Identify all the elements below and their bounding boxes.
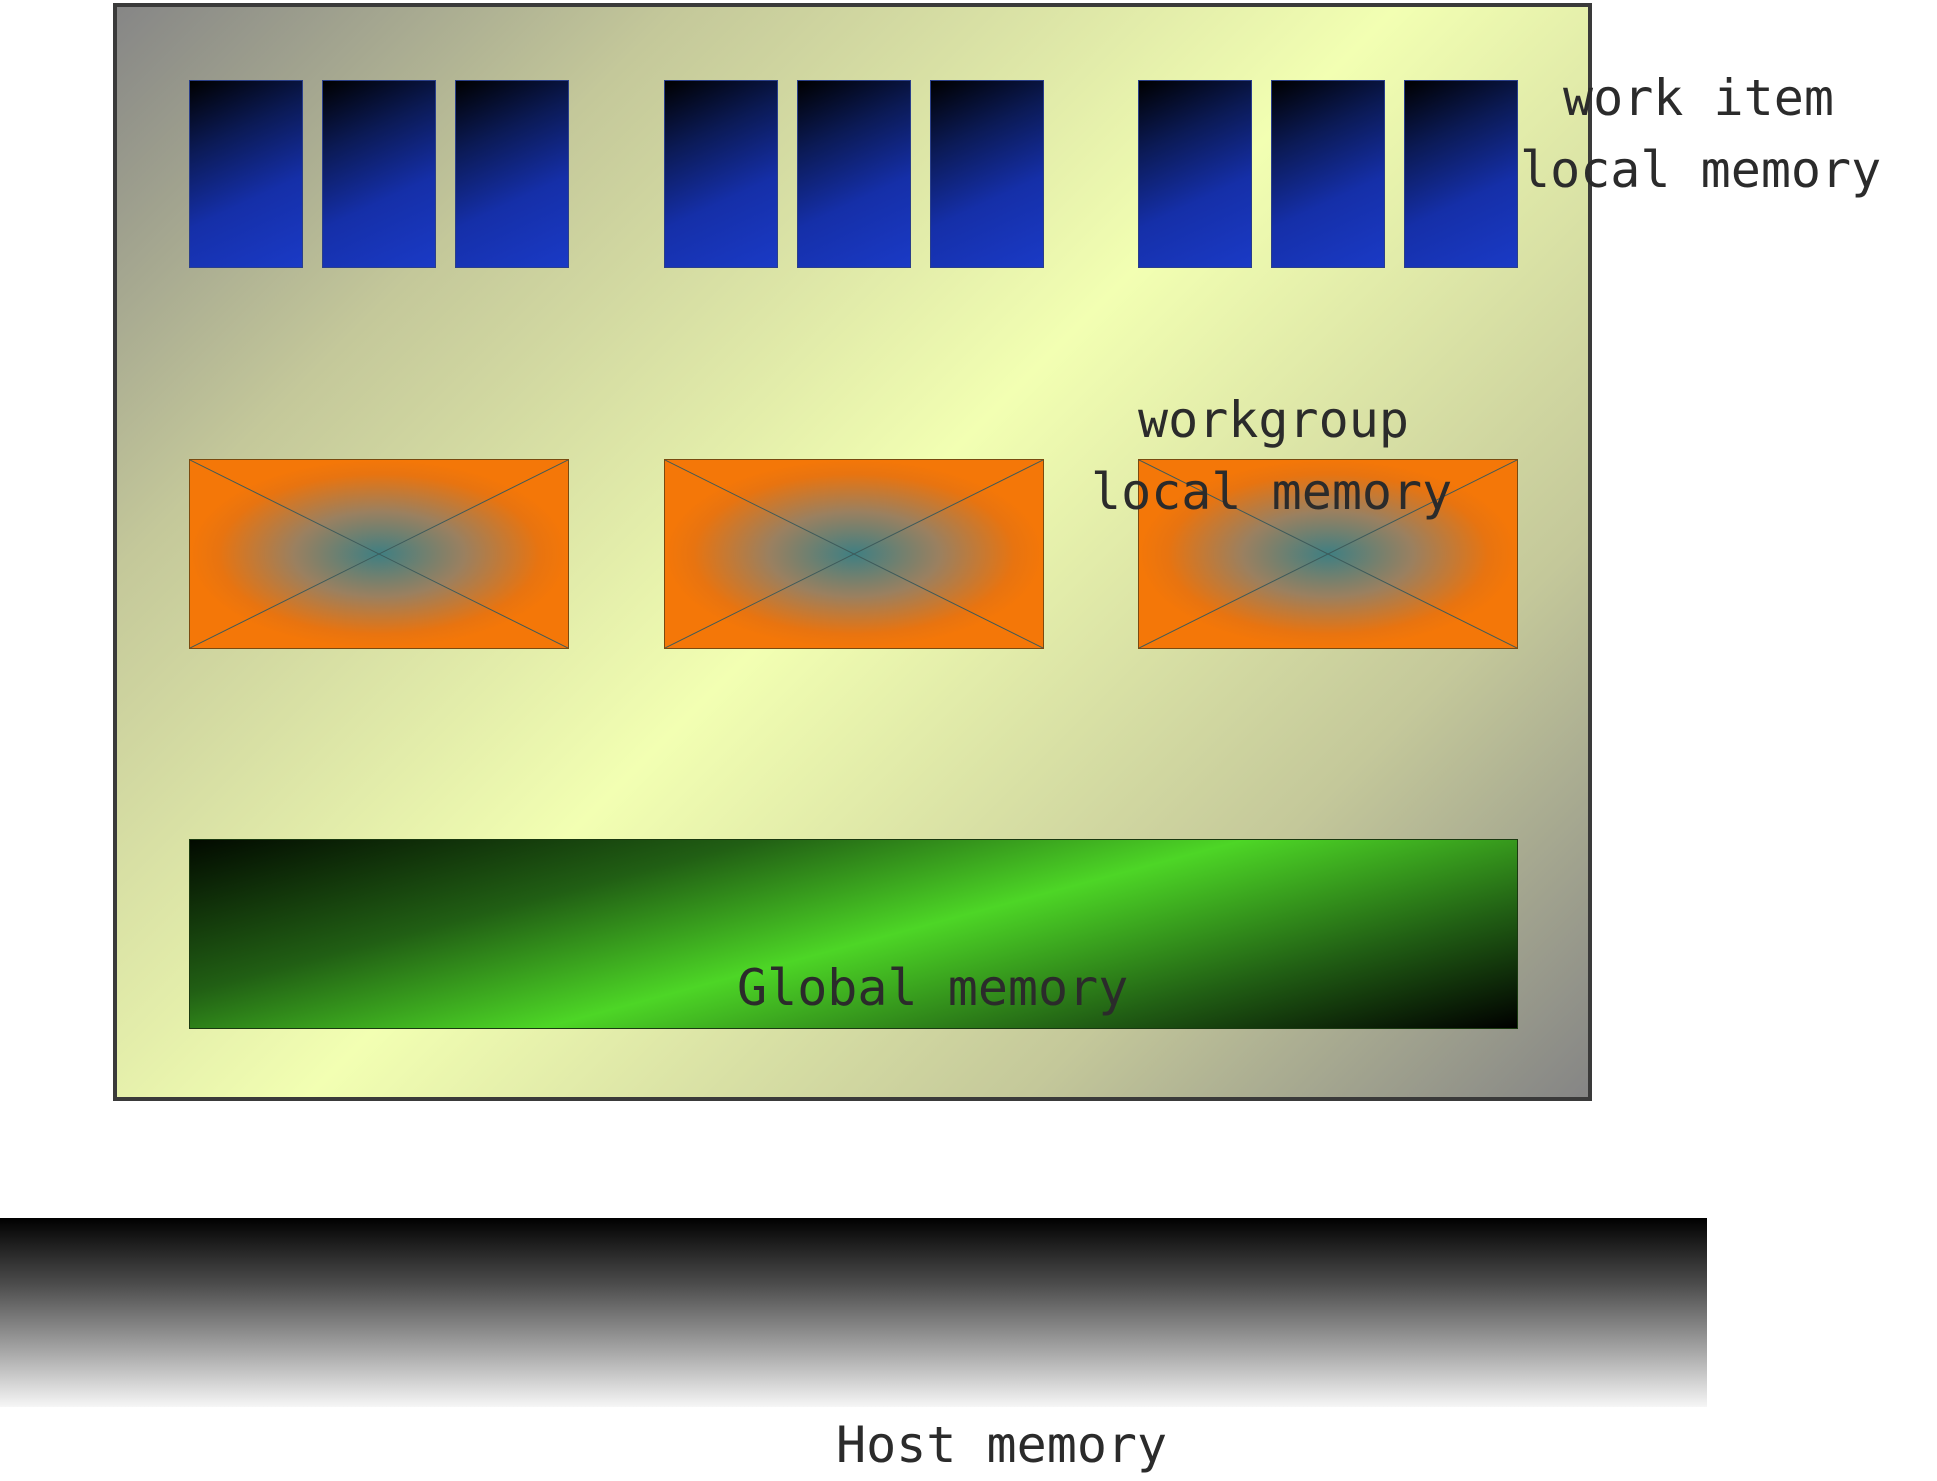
work-item-memory-block bbox=[1138, 80, 1252, 268]
workgroup-label: workgroup bbox=[1138, 391, 1409, 449]
work-item-memory-block bbox=[930, 80, 1044, 268]
work-item-memory-block bbox=[189, 80, 303, 268]
workgroup-local-memory-block bbox=[189, 459, 569, 649]
host-memory-block bbox=[0, 1218, 1707, 1407]
cross-lines-icon bbox=[665, 460, 1043, 648]
workgroup-local-memory-block bbox=[664, 459, 1044, 649]
work-item-memory-block bbox=[1404, 80, 1518, 268]
work-item-memory-block bbox=[455, 80, 569, 268]
workgroup-local-memory-block bbox=[1138, 459, 1518, 649]
global-memory-block bbox=[189, 839, 1518, 1029]
work-item-memory-block bbox=[797, 80, 911, 268]
global-memory-label: Global memory bbox=[737, 959, 1129, 1017]
work-item-local-memory-label: local memory bbox=[1520, 141, 1882, 199]
cross-lines-icon bbox=[190, 460, 568, 648]
work-item-label: work item bbox=[1563, 69, 1834, 127]
workgroup-local-memory-label: local memory bbox=[1091, 463, 1453, 521]
cross-lines-icon bbox=[1139, 460, 1517, 648]
host-memory-label: Host memory bbox=[836, 1416, 1168, 1474]
work-item-memory-block bbox=[322, 80, 436, 268]
work-item-memory-block bbox=[664, 80, 778, 268]
work-item-memory-block bbox=[1271, 80, 1385, 268]
